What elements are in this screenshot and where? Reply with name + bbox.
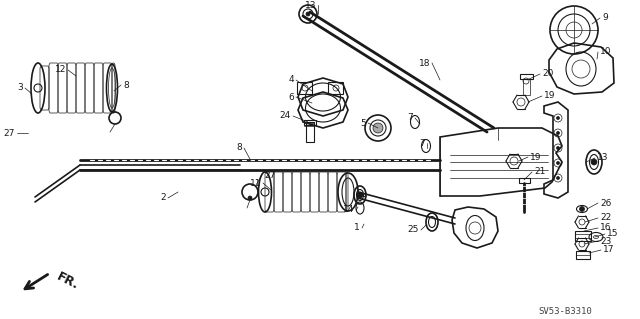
Circle shape — [557, 116, 559, 120]
Circle shape — [591, 159, 597, 165]
Circle shape — [373, 123, 383, 133]
Text: 3: 3 — [17, 84, 23, 93]
Text: 16: 16 — [600, 224, 611, 233]
Bar — [523, 79, 530, 95]
Text: 11: 11 — [250, 179, 261, 188]
Bar — [520, 74, 533, 79]
Text: 12: 12 — [54, 65, 66, 75]
Bar — [304, 120, 316, 125]
Text: 3: 3 — [360, 192, 365, 202]
Text: 15: 15 — [607, 229, 618, 239]
Text: 5: 5 — [360, 118, 366, 128]
Text: 19: 19 — [544, 92, 556, 100]
Text: 20: 20 — [542, 70, 554, 78]
Text: 14: 14 — [342, 205, 354, 214]
Circle shape — [557, 146, 559, 150]
Text: 18: 18 — [419, 58, 430, 68]
Bar — [306, 122, 314, 142]
Text: 13: 13 — [305, 1, 316, 10]
Text: 7: 7 — [419, 138, 425, 147]
Text: 8: 8 — [123, 80, 129, 90]
Text: 21: 21 — [534, 167, 545, 176]
Text: 27: 27 — [264, 170, 275, 180]
Text: 1: 1 — [355, 224, 360, 233]
Text: 24: 24 — [280, 112, 291, 121]
Bar — [519, 178, 530, 183]
Circle shape — [248, 196, 252, 200]
Text: 7: 7 — [407, 114, 413, 122]
Text: 19: 19 — [530, 152, 541, 161]
Circle shape — [357, 192, 363, 198]
Bar — [297, 82, 312, 94]
Text: 6: 6 — [288, 93, 294, 101]
Text: 25: 25 — [408, 226, 419, 234]
Circle shape — [557, 131, 559, 135]
Circle shape — [557, 161, 559, 165]
Circle shape — [306, 12, 310, 16]
Bar — [576, 251, 590, 259]
Text: 26: 26 — [600, 198, 611, 207]
Bar — [328, 82, 343, 94]
Text: 8: 8 — [236, 144, 242, 152]
Circle shape — [557, 176, 559, 180]
Bar — [575, 231, 591, 241]
Circle shape — [579, 206, 584, 211]
Text: SV53-B3310: SV53-B3310 — [538, 307, 592, 315]
Text: 27: 27 — [4, 129, 15, 137]
Text: 17: 17 — [603, 246, 614, 255]
Text: 4: 4 — [289, 76, 294, 85]
Text: 23: 23 — [600, 236, 611, 246]
Text: 2: 2 — [161, 194, 166, 203]
Text: 9: 9 — [602, 13, 608, 23]
Text: 10: 10 — [600, 48, 611, 56]
Text: 13: 13 — [597, 153, 609, 162]
Text: FR.: FR. — [55, 270, 81, 292]
Text: 22: 22 — [600, 213, 611, 222]
